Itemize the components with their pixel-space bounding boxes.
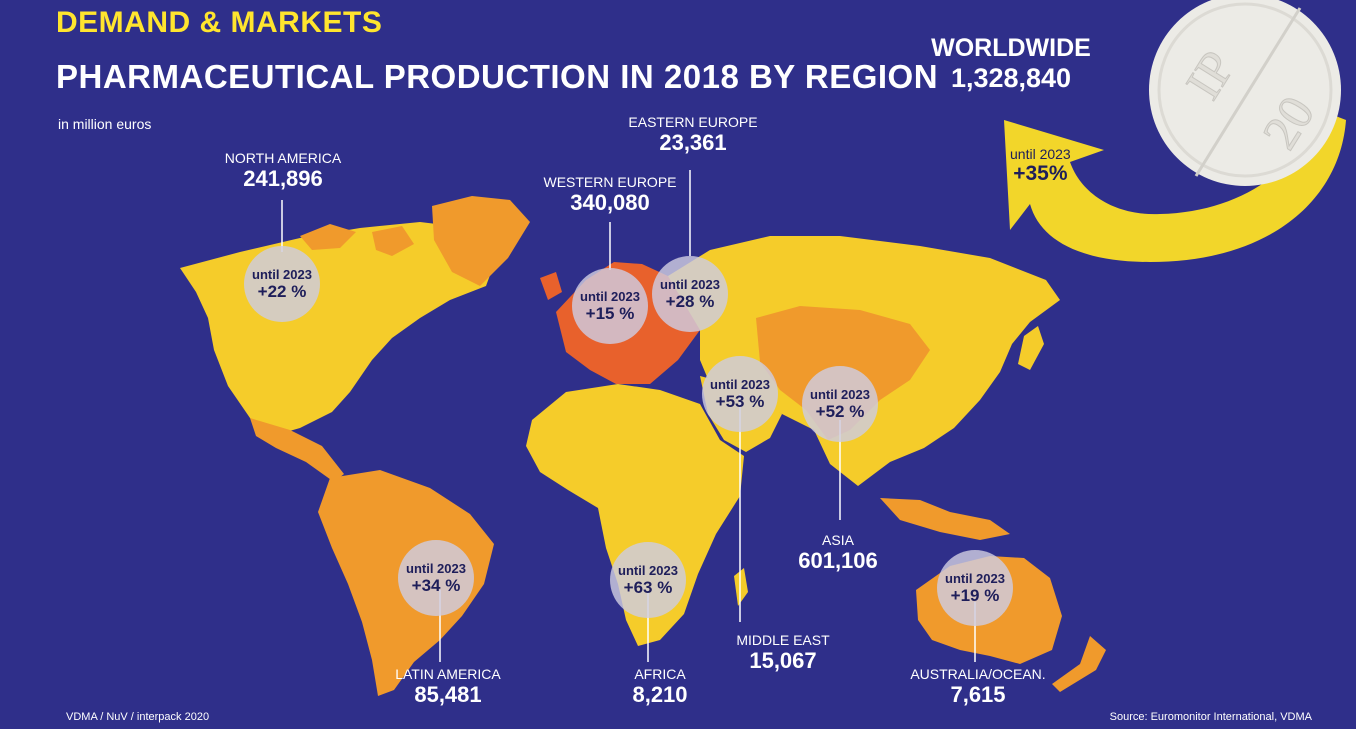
growth-value: +52 % (815, 401, 865, 421)
source-line: Source: Euromonitor International, VDMA (1109, 711, 1312, 723)
growth-value: +22 % (257, 281, 307, 301)
growth-value: +28 % (665, 291, 715, 311)
growth-label: until 2023 (618, 562, 678, 578)
region-value: 340,080 (570, 190, 650, 215)
worldwide-label: WORLDWIDE 1,328,840 (930, 34, 1092, 94)
worldwide-value: 1,328,840 (950, 63, 1072, 93)
growth-label: until 2023 (406, 560, 466, 576)
growth-bubble-africa: until 2023 +63 % (610, 542, 686, 618)
unit-label: in million euros (58, 116, 152, 132)
region-label-north-america: NORTH AMERICA 241,896 (213, 150, 353, 192)
region-value: 23,361 (659, 130, 727, 155)
region-label-western-europe: WESTERN EUROPE 340,080 (540, 174, 680, 216)
region-label-australia: AUSTRALIA/OCEAN. 7,615 (898, 666, 1058, 708)
growth-label: until 2023 (810, 386, 870, 402)
growth-bubble-western-europe: until 2023 +15 % (572, 268, 648, 344)
region-value: 8,210 (632, 682, 688, 707)
growth-value: +19 % (950, 585, 1000, 605)
region-label-africa: AFRICA 8,210 (590, 666, 730, 708)
growth-bubble-asia: until 2023 +52 % (802, 366, 878, 442)
growth-label: until 2023 (252, 266, 312, 282)
japan-shape (1018, 326, 1044, 370)
region-value: 15,067 (749, 648, 817, 673)
growth-label: until 2023 (660, 276, 720, 292)
worldwide-name: WORLDWIDE (931, 34, 1091, 62)
new-zealand-shape (1052, 636, 1106, 692)
region-label-latin-america: LATIN AMERICA 85,481 (378, 666, 518, 708)
british-isles-shape (540, 272, 562, 300)
chart-title: PHARMACEUTICAL PRODUCTION IN 2018 BY REG… (56, 58, 939, 95)
worldwide-growth-label: until 2023 (1010, 146, 1071, 162)
madagascar-shape (734, 568, 748, 606)
region-value: 7,615 (950, 682, 1006, 707)
region-label-eastern-europe: EASTERN EUROPE 23,361 (623, 114, 763, 156)
region-name: MIDDLE EAST (736, 632, 830, 648)
growth-bubble-north-america: until 2023 +22 % (244, 246, 320, 322)
worldwide-growth-value: +35% (1013, 162, 1068, 185)
growth-value: +53 % (715, 391, 765, 411)
growth-bubble-australia: until 2023 +19 % (937, 550, 1013, 626)
growth-label: until 2023 (945, 570, 1005, 586)
region-name: AFRICA (634, 666, 686, 682)
pill: IP 20 (1149, 0, 1341, 186)
region-value: 85,481 (414, 682, 482, 707)
region-name: ASIA (822, 532, 854, 548)
indonesia-shape (880, 498, 1010, 540)
growth-bubble-eastern-europe: until 2023 +28 % (652, 256, 728, 332)
region-name: NORTH AMERICA (224, 150, 342, 166)
credit-line: VDMA / NuV / interpack 2020 (66, 711, 210, 723)
region-name: LATIN AMERICA (395, 666, 501, 682)
growth-value: +63 % (623, 577, 673, 597)
growth-arrow (1004, 110, 1346, 262)
canada-islands (300, 224, 414, 256)
region-name: EASTERN EUROPE (628, 114, 758, 130)
region-value: 601,106 (798, 548, 878, 573)
pill-rim (1157, 2, 1333, 178)
region-name: AUSTRALIA/OCEAN. (910, 666, 1046, 682)
pill-score-line (1194, 7, 1302, 177)
growth-value: +34 % (411, 575, 461, 595)
region-name: WESTERN EUROPE (543, 174, 677, 190)
region-label-middle-east: MIDDLE EAST 15,067 (713, 632, 853, 674)
worldwide-growth: until 2023 +35% (1010, 146, 1071, 186)
greenland-shape (432, 196, 530, 286)
growth-bubble-middle-east: until 2023 +53 % (702, 356, 778, 432)
pill-tablet (1149, 0, 1341, 186)
growth-label: until 2023 (580, 288, 640, 304)
section-kicker: DEMAND & MARKETS (56, 6, 383, 39)
region-value: 241,896 (243, 166, 323, 191)
growth-label: until 2023 (710, 376, 770, 392)
central-america-shape (250, 418, 344, 482)
region-label-asia: ASIA 601,106 (768, 532, 908, 574)
growth-bubble-latin-america: until 2023 +34 % (398, 540, 474, 616)
growth-value: +15 % (585, 303, 635, 323)
africa-shape (526, 384, 744, 646)
